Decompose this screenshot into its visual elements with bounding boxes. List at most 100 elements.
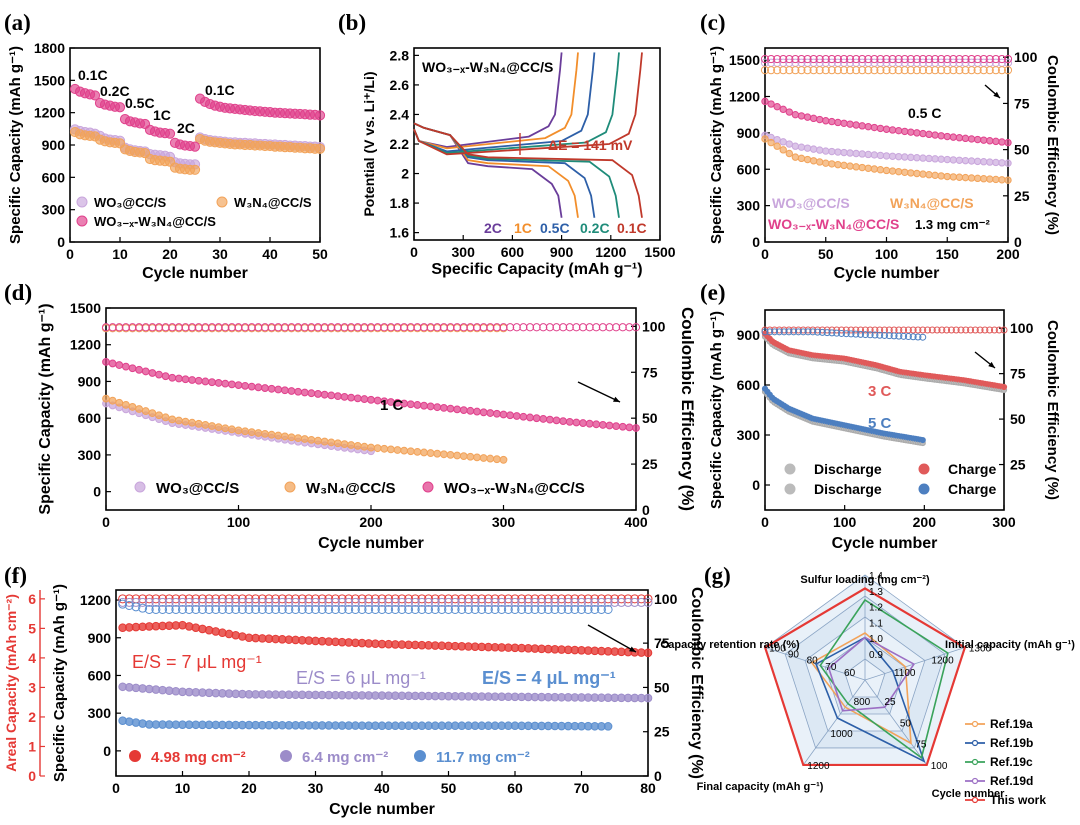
radar-axis-label: Initial capacity (mAh g⁻¹) [945, 639, 1075, 651]
ce-point-W3N4@CC/S [845, 66, 855, 75]
x-tick-label: 100 [227, 514, 251, 530]
ce-point-W3N4@CC/S [766, 66, 776, 75]
legend-marker [784, 463, 796, 475]
data-point-W3N4@CC/S [846, 162, 854, 170]
ce-point-6.4 [563, 597, 573, 607]
legend-marker [129, 750, 141, 762]
ce-point-11.7 [470, 604, 480, 614]
data-point-WO3-x-W3N4@CC/S [913, 129, 921, 137]
ce-point-WO3-x-W3N4@CC/S [625, 323, 634, 332]
ce-point-W3N4@CC/S [797, 66, 806, 75]
data-point-WO3-x-W3N4@CC/S [925, 130, 933, 139]
ce-point-WO3-x-W3N4@CC/S [991, 54, 1000, 64]
radar-tick-label: 1000 [830, 729, 853, 740]
ce-point-11.7 [344, 604, 354, 614]
chart-a: 0 10 20 30 40 50 0 300 600 900 1200 1500 1800 Cycle n… [7, 40, 328, 282]
chart-g: Sulfur loading (mg cm⁻²) 0.9 1.0 1.1 1.2 1.3 1… [660, 571, 1075, 807]
ce-point-WO3-x-W3N4@CC/S [924, 54, 934, 64]
ce-point-11.7 [311, 604, 320, 614]
ce-point-5 C [842, 330, 850, 338]
y2-tick-label: 100 [1010, 320, 1034, 336]
ce-point-6.4 [523, 597, 533, 607]
data-point-W3N4@CC/S [433, 449, 442, 458]
data-point-WO3-x-W3N4@CC/S [785, 108, 793, 116]
ce-point-3 C [866, 326, 874, 334]
ce-point-6.4 [178, 597, 187, 607]
data-point-WO3-x-W3N4@CC/S [115, 361, 124, 369]
ce-point-11.7 [138, 603, 148, 613]
ce-point-3 C [790, 326, 798, 334]
data-point-W3N4@CC/S [499, 455, 508, 464]
data-point-WO3-x-W3N4@CC/S [625, 423, 634, 432]
data-point-WO3-x-W3N4@CC/S [426, 402, 435, 411]
data-point-W3N4@CC/S [353, 441, 362, 450]
data-point-W3N4@CC/S [307, 435, 316, 444]
radar-series-This work [763, 587, 967, 767]
data-point-WO3@CC/S [943, 155, 951, 164]
ce-point-5 C [804, 328, 812, 336]
ce-point-11.7 [251, 604, 261, 614]
ce-point-WO3-x-W3N4@CC/S [413, 323, 422, 332]
data-point-W3N4@CC/S [473, 453, 481, 462]
data-point-WO3@CC/S [785, 140, 793, 148]
y2-tick-label: 0 [654, 768, 662, 784]
ce-point-WO3-x-W3N4@CC/S [154, 323, 164, 332]
legend-label: Ref.19c [990, 755, 1033, 769]
data-point-W3N4@CC/S [300, 435, 309, 443]
ce-point-11.7 [191, 604, 201, 614]
radar-tick-label: 1100 [894, 668, 916, 679]
legend-marker [971, 720, 979, 728]
ce-point-5 C [771, 328, 779, 336]
x-tick-label: 1200 [595, 244, 626, 260]
ce-point-WO3-x-W3N4@CC/S [519, 323, 528, 332]
data-point-WO3-x-W3N4@CC/S [241, 381, 250, 390]
rate-label-1C: 1C [514, 220, 532, 236]
ce-point-WO3-x-W3N4@CC/S [360, 323, 369, 332]
radar-tick-label: 75 [915, 740, 927, 751]
ce-point-5 C [780, 328, 788, 336]
ce-point-3 C [871, 326, 879, 334]
ce-point-W3N4@CC/S [760, 66, 770, 75]
ce-point-11.7 [377, 604, 387, 614]
data-point-W3N4@CC/S [858, 163, 866, 172]
ce-point-W3N4@CC/S [991, 66, 1000, 75]
data-point-WO3-x-W3N4@CC/S [545, 415, 554, 424]
ce-point-11.7 [450, 604, 460, 614]
data-point-WO3@CC/S [986, 158, 994, 166]
ce-point-6.4 [271, 597, 281, 607]
data-point-WO3-x-W3N4@CC/S [194, 376, 203, 385]
data-point-W3N4@CC/S [181, 417, 190, 426]
ce-point-3 C [928, 326, 936, 334]
legend-label: WO₃₋ₓ-W₃N₄@CC/S [94, 214, 216, 229]
data-point-WO3@CC/S [919, 154, 927, 162]
ce-point-W3N4@CC/S [839, 66, 849, 75]
data-point-WO3-x-W3N4@CC/S [214, 379, 223, 387]
data-point-WO3@CC/S [803, 144, 812, 152]
legend-label: Ref.19b [990, 736, 1033, 750]
panel-label-e: (e) [700, 280, 726, 305]
ce-point-6.4 [344, 597, 354, 607]
x-tick-label: 0 [112, 780, 120, 796]
ce-point-11.7 [271, 604, 281, 614]
y-tick-label: 600 [737, 161, 761, 177]
data-point-WO3-x-W3N4@CC/S [943, 132, 951, 141]
radar-tick-label: 1.0 [869, 634, 883, 645]
data-point-WO3-x-W3N4@CC/S [840, 119, 848, 127]
y2-tick-label: 75 [642, 364, 658, 380]
ce-point-3 C [785, 326, 793, 334]
ce-point-11.7 [350, 604, 360, 614]
ce-point-11.7 [550, 604, 560, 614]
ce-point-3 C [876, 326, 884, 334]
rate-label: 2C [177, 120, 195, 136]
y-tick-label: 0 [93, 484, 101, 500]
ce-point-WO3-x-W3N4@CC/S [439, 323, 448, 332]
data-point-WO3-x-W3N4@CC/S [114, 102, 126, 113]
ce-point-11.7 [410, 604, 420, 614]
legend-marker [971, 758, 979, 766]
y-tick-label: 0 [103, 743, 111, 759]
data-point-WO3-x-W3N4@CC/S [135, 365, 144, 374]
data-point-W3N4@CC/S [234, 426, 243, 435]
ce-point-6.4 [450, 597, 460, 607]
data-point-WO3-x-W3N4@CC/S [300, 388, 309, 397]
x-tick-label: 20 [241, 780, 257, 796]
